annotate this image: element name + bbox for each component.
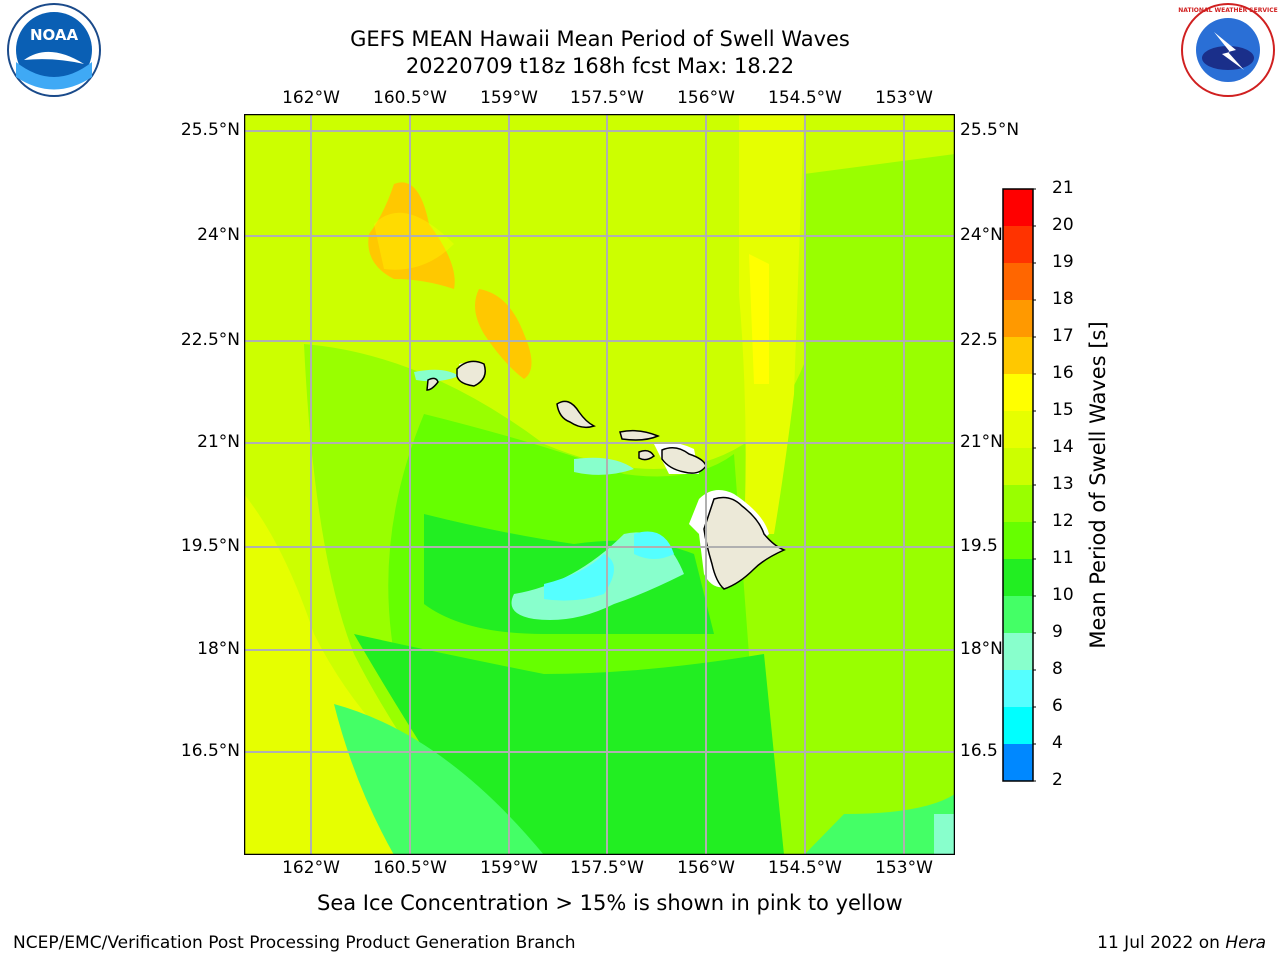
colorbar-tick-label: 17 <box>1052 326 1074 346</box>
lon-tick-label: 156°W <box>677 858 735 878</box>
colorbar-tick-label: 19 <box>1052 252 1074 272</box>
colorbar-segment <box>1003 744 1033 782</box>
colorbar-tick-label: 9 <box>1052 622 1063 642</box>
sea-ice-caption: Sea Ice Concentration > 15% is shown in … <box>317 891 903 915</box>
footer-date: 11 Jul 2022 on Hera <box>1097 933 1266 953</box>
swell-period-map <box>244 114 955 855</box>
lon-tick-label: 157.5°W <box>570 88 644 108</box>
colorbar-label: Mean Period of Swell Waves [s] <box>1086 321 1110 649</box>
lon-tick-label: 156°W <box>677 88 735 108</box>
colorbar-tick-label: 12 <box>1052 511 1074 531</box>
colorbar-tick-label: 2 <box>1052 770 1063 790</box>
colorbar-tick-label: 15 <box>1052 400 1074 420</box>
lon-tick-label: 157.5°W <box>570 858 644 878</box>
colorbar-tick-label: 21 <box>1052 178 1074 198</box>
colorbar-tick-label: 10 <box>1052 585 1074 605</box>
lat-tick-label-right: 24°N <box>960 225 1003 245</box>
lat-tick-label: 24°N <box>197 225 240 245</box>
lon-tick-label: 154.5°W <box>768 858 842 878</box>
lon-tick-label: 160.5°W <box>373 88 447 108</box>
lon-tick-label: 153°W <box>875 858 933 878</box>
colorbar-segment <box>1003 189 1033 227</box>
colorbar-segment <box>1003 670 1033 708</box>
lat-tick-label-right: 21°N <box>960 432 1003 452</box>
lon-tick-label: 159°W <box>480 858 538 878</box>
lat-tick-label: 19.5°N <box>180 536 240 556</box>
footer-branch: NCEP/EMC/Verification Post Processing Pr… <box>13 933 576 953</box>
colorbar-tick-label: 6 <box>1052 696 1063 716</box>
colorbar-tick-label: 16 <box>1052 363 1074 383</box>
lat-tick-label-right: 18°N <box>960 639 1003 659</box>
colorbar-segment <box>1003 411 1033 449</box>
lat-tick-label: 21°N <box>197 432 240 452</box>
nws-logo-text: NATIONAL WEATHER SERVICE <box>1178 7 1277 14</box>
colorbar <box>1002 188 1036 782</box>
colorbar-tick-label: 8 <box>1052 659 1063 679</box>
noaa-logo: NOAA <box>4 2 101 98</box>
chart-title-line1: GEFS MEAN Hawaii Mean Period of Swell Wa… <box>350 27 850 51</box>
colorbar-segment <box>1003 448 1033 486</box>
colorbar-segment <box>1003 300 1033 338</box>
footer-host: Hera <box>1225 933 1266 953</box>
lat-tick-label-right: 19.5 <box>960 536 998 556</box>
lat-tick-label-right: 16.5 <box>960 741 998 761</box>
colorbar-tick-label: 11 <box>1052 548 1074 568</box>
colorbar-segment <box>1003 596 1033 634</box>
lat-tick-label-right: 25.5°N <box>960 120 1020 140</box>
lat-tick-label: 22.5°N <box>180 330 240 350</box>
noaa-logo-text: NOAA <box>30 26 79 44</box>
colorbar-tick-label: 18 <box>1052 289 1074 309</box>
lon-tick-label: 154.5°W <box>768 88 842 108</box>
lat-tick-label: 16.5°N <box>180 741 240 761</box>
lon-tick-label: 160.5°W <box>373 858 447 878</box>
lat-tick-label: 25.5°N <box>180 120 240 140</box>
lat-tick-label-right: 22.5 <box>960 330 998 350</box>
colorbar-segment <box>1003 707 1033 745</box>
chart-title-line2: 20220709 t18z 168h fcst Max: 18.22 <box>405 54 795 78</box>
lat-tick-label: 18°N <box>197 639 240 659</box>
colorbar-segment <box>1003 263 1033 301</box>
nws-logo: NATIONAL WEATHER SERVICE <box>1178 2 1278 98</box>
colorbar-segment <box>1003 522 1033 560</box>
lon-tick-label: 159°W <box>480 88 538 108</box>
lon-tick-label: 153°W <box>875 88 933 108</box>
footer-date-text: 11 Jul 2022 on <box>1097 933 1226 953</box>
colorbar-segment <box>1003 485 1033 523</box>
colorbar-segment <box>1003 633 1033 671</box>
colorbar-segment <box>1003 337 1033 375</box>
colorbar-segment <box>1003 226 1033 264</box>
colorbar-segment <box>1003 374 1033 412</box>
colorbar-tick-label: 13 <box>1052 474 1074 494</box>
colorbar-segment <box>1003 559 1033 597</box>
lon-tick-label: 162°W <box>282 88 340 108</box>
colorbar-tick-label: 20 <box>1052 215 1074 235</box>
colorbar-tick-label: 14 <box>1052 437 1074 457</box>
colorbar-tick-label: 4 <box>1052 733 1063 753</box>
lon-tick-label: 162°W <box>282 858 340 878</box>
